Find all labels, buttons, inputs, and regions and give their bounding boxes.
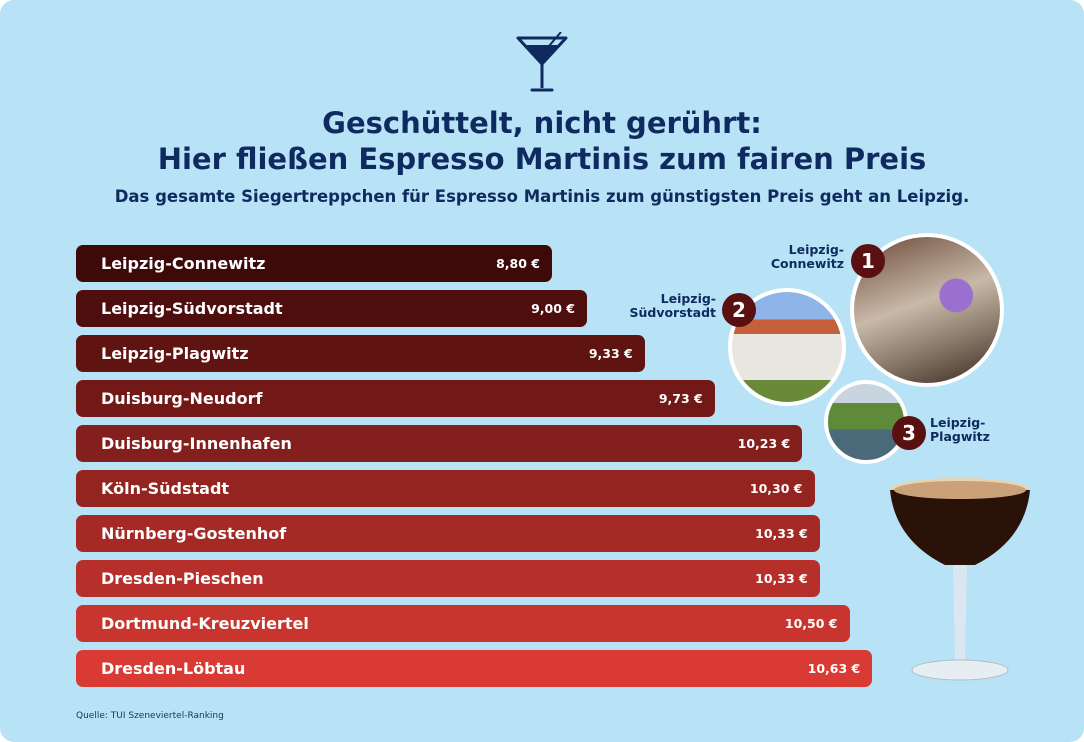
- podium-label-1-line1: Leipzig-: [788, 242, 844, 257]
- bar-label: Dortmund-Kreuzviertel: [101, 614, 309, 633]
- bar-value-label: 9,33 €: [588, 346, 633, 361]
- bar-value-label: 10,30 €: [749, 481, 803, 496]
- rank-badge-2: 2: [722, 293, 756, 327]
- bar: Dresden-Pieschen 10,33 €: [76, 560, 820, 597]
- bar-label: Duisburg-Neudorf: [101, 389, 263, 408]
- source-note: Quelle: TUI Szeneviertel-Ranking: [76, 711, 224, 721]
- bar-label: Duisburg-Innenhafen: [101, 434, 292, 453]
- bar: Dortmund-Kreuzviertel 10,50 €: [76, 605, 850, 642]
- bar-value-label: 10,63 €: [807, 661, 861, 676]
- bar-label: Nürnberg-Gostenhof: [101, 524, 287, 543]
- bar: Nürnberg-Gostenhof 10,33 €: [76, 515, 820, 552]
- espresso-martini-illustration: [890, 478, 1030, 681]
- subtitle: Das gesamte Siegertreppchen für Espresso…: [114, 187, 970, 206]
- bar-value-label: 10,33 €: [755, 526, 808, 541]
- bar: Dresden-Löbtau 10,63 €: [76, 650, 873, 687]
- bar-value-label: 10,50 €: [784, 616, 838, 631]
- bar: Köln-Südstadt 10,30 €: [76, 470, 815, 507]
- title-line-1: Geschüttelt, nicht gerührt:: [322, 106, 762, 140]
- bar: Duisburg-Neudorf 9,73 €: [76, 380, 715, 417]
- podium-label-3-line1: Leipzig-: [930, 415, 986, 430]
- bar-label: Leipzig-Connewitz: [101, 254, 266, 273]
- bar-label: Leipzig-Südvorstadt: [101, 299, 283, 318]
- podium-label-2-line1: Leipzig-: [660, 291, 716, 306]
- podium-label-2-line2: Südvorstadt: [629, 305, 716, 320]
- bar-value-label: 10,33 €: [755, 571, 808, 586]
- rank-badge-1: 1: [851, 244, 885, 278]
- bar-label: Dresden-Löbtau: [101, 659, 246, 678]
- rank-badge-3: 3: [892, 416, 926, 450]
- bar-label: Dresden-Pieschen: [101, 569, 264, 588]
- bar: Leipzig-Südvorstadt 9,00 €: [76, 290, 587, 327]
- bar: Leipzig-Plagwitz 9,33 €: [76, 335, 645, 372]
- podium-label-1: Leipzig- Connewitz: [760, 243, 844, 271]
- bar: Duisburg-Innenhafen 10,23 €: [76, 425, 803, 462]
- bar-value-label: 10,23 €: [737, 436, 791, 451]
- bar-label: Köln-Südstadt: [101, 479, 230, 498]
- title-line-2: Hier fließen Espresso Martinis zum faire…: [157, 142, 927, 176]
- bar-label: Leipzig-Plagwitz: [101, 344, 249, 363]
- podium-label-1-line2: Connewitz: [770, 256, 844, 271]
- cocktail-glass-icon: [516, 32, 568, 92]
- podium-label-3-line2: Plagwitz: [930, 429, 990, 444]
- podium-label-3: Leipzig- Plagwitz: [930, 416, 990, 444]
- podium-label-2: Leipzig- Südvorstadt: [620, 292, 716, 320]
- bar-value-label: 9,73 €: [658, 391, 703, 406]
- bar-value-label: 8,80 €: [496, 256, 540, 271]
- bar: Leipzig-Connewitz 8,80 €: [76, 245, 552, 282]
- bar-value-label: 9,00 €: [531, 301, 575, 316]
